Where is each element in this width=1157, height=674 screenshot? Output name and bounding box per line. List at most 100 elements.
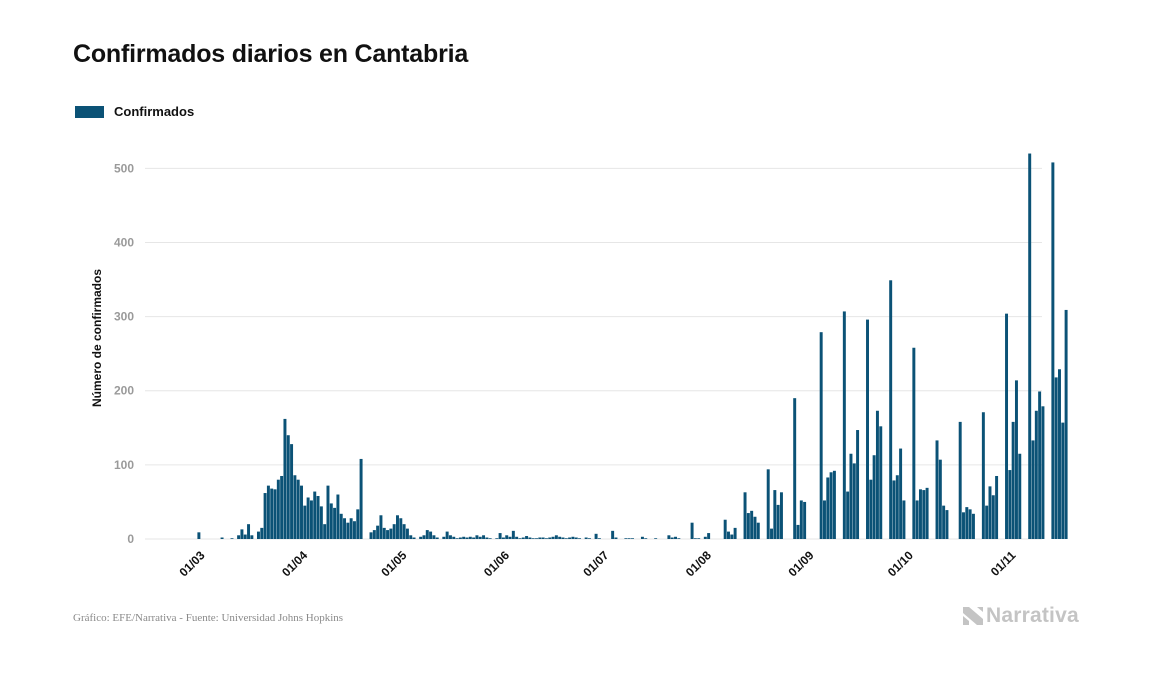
bar	[766, 469, 770, 539]
bar	[243, 534, 247, 539]
bar	[1058, 369, 1061, 539]
bar	[554, 535, 558, 539]
bar	[988, 486, 992, 539]
bar	[419, 536, 423, 539]
bar	[1041, 406, 1045, 539]
y-tick-label-100: 100	[114, 458, 134, 472]
bar	[352, 521, 356, 539]
x-tick-label-01-05: 01/05	[378, 548, 409, 579]
bar	[587, 538, 591, 539]
bar	[508, 536, 512, 539]
bar	[263, 493, 267, 539]
narrativa-n-icon	[963, 607, 983, 625]
bar	[627, 538, 631, 539]
bar	[925, 487, 929, 539]
bar	[965, 507, 969, 539]
bar	[237, 535, 241, 539]
bar	[319, 506, 323, 539]
bar	[574, 537, 578, 539]
bar	[525, 536, 529, 539]
bar	[902, 500, 906, 539]
bar	[501, 537, 505, 539]
bar	[1051, 162, 1055, 539]
bar	[690, 522, 694, 539]
bar	[912, 347, 916, 539]
y-tick-label-400: 400	[114, 235, 134, 249]
bar	[313, 491, 317, 539]
bar	[779, 492, 783, 539]
bar	[412, 537, 416, 539]
bar	[256, 531, 260, 539]
bar	[733, 527, 737, 539]
bar	[260, 527, 264, 539]
bar	[995, 475, 999, 539]
bar	[753, 516, 757, 539]
bar	[1014, 380, 1018, 539]
bar	[945, 510, 949, 539]
bar	[991, 495, 995, 539]
bar	[971, 513, 975, 539]
bar	[422, 535, 426, 539]
bar	[803, 501, 807, 539]
bar	[220, 537, 224, 539]
bar	[339, 513, 343, 539]
bar	[568, 537, 572, 539]
bar	[892, 480, 896, 539]
bar	[300, 485, 303, 539]
bar	[405, 528, 409, 539]
bar	[478, 536, 482, 539]
bar	[296, 479, 300, 539]
bar	[240, 529, 244, 539]
y-tick-label-500: 500	[114, 161, 134, 175]
bar	[465, 537, 469, 539]
bar	[396, 515, 399, 539]
bar	[386, 530, 390, 539]
bar	[703, 536, 707, 539]
bar	[538, 537, 542, 539]
source-footer: Gráfico: EFE/Narrativa - Fuente: Univers…	[73, 612, 344, 624]
bar	[535, 538, 538, 539]
bar	[875, 410, 879, 539]
bar	[276, 479, 280, 539]
bar	[399, 518, 403, 539]
bar	[326, 485, 330, 539]
bar	[869, 479, 873, 539]
bar	[558, 536, 562, 539]
bar	[1061, 422, 1065, 539]
bar	[571, 536, 575, 539]
bar	[674, 536, 678, 539]
bar	[511, 530, 515, 539]
bar	[693, 538, 697, 539]
bar	[455, 538, 459, 539]
bar	[832, 470, 836, 539]
bar	[442, 536, 446, 539]
bar	[611, 530, 615, 539]
bar	[283, 418, 287, 539]
bar	[594, 533, 598, 539]
bar	[429, 531, 433, 539]
bar	[879, 426, 883, 539]
bar	[250, 535, 254, 539]
bar	[793, 398, 797, 539]
bar	[372, 530, 376, 539]
bar	[369, 532, 373, 539]
x-tick-label-01-09: 01/09	[785, 548, 816, 579]
bar	[280, 475, 284, 539]
bar	[631, 538, 634, 539]
bar	[938, 459, 942, 539]
bar	[425, 530, 429, 539]
bar	[515, 536, 519, 539]
bar	[462, 536, 466, 539]
bar	[849, 453, 853, 539]
bar	[852, 463, 856, 539]
bar	[918, 489, 922, 539]
y-tick-label-200: 200	[114, 384, 134, 398]
bar	[458, 537, 462, 539]
bar	[445, 531, 449, 539]
bar	[1008, 470, 1012, 539]
bar	[776, 504, 780, 539]
bar	[578, 538, 582, 539]
bar	[485, 537, 489, 539]
bar	[346, 522, 350, 539]
bar	[247, 524, 251, 539]
